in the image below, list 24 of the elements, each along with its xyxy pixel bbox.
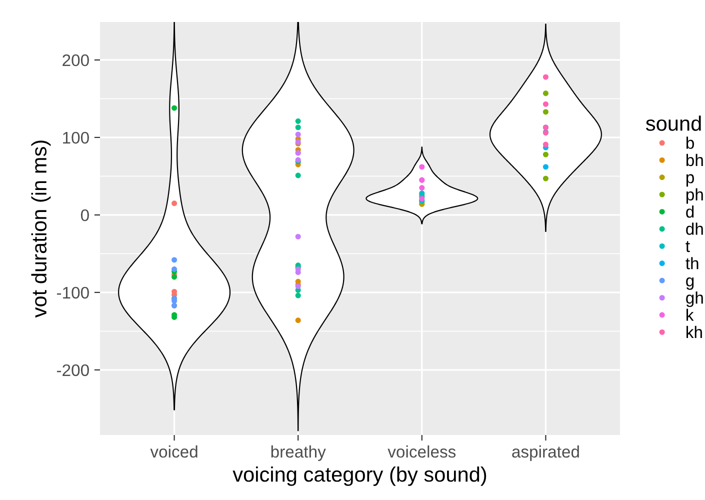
x-tick-label: breathy	[271, 445, 326, 461]
legend-label: kh	[686, 326, 702, 338]
x-tick-label: voiceless	[388, 445, 456, 458]
legend-label: ph	[686, 188, 703, 204]
legend-label: b	[686, 136, 694, 149]
y-tick-label: 0	[80, 209, 89, 222]
y-axis-title: vot duration (in ms)	[31, 140, 51, 318]
legend-title: sound	[646, 116, 701, 131]
y-tick-label: 100	[63, 132, 89, 144]
legend-label: p	[686, 174, 694, 187]
x-tick-label: aspirated	[512, 445, 579, 461]
legend-label: bh	[686, 154, 703, 166]
legend-label: g	[686, 277, 694, 290]
x-tick-label: voiced	[150, 445, 198, 458]
legend-label: t	[686, 241, 690, 252]
legend-label: d	[686, 205, 694, 218]
legend-label: dh	[686, 222, 703, 235]
legend-label: th	[686, 257, 698, 270]
x-axis-title: voicing category (by sound)	[232, 466, 486, 486]
y-tick-label: 200	[62, 54, 89, 66]
y-tick-label: -100	[56, 286, 89, 299]
legend-label: gh	[686, 291, 703, 308]
y-tick-label: -200	[56, 364, 89, 376]
legend-label: k	[686, 308, 694, 321]
